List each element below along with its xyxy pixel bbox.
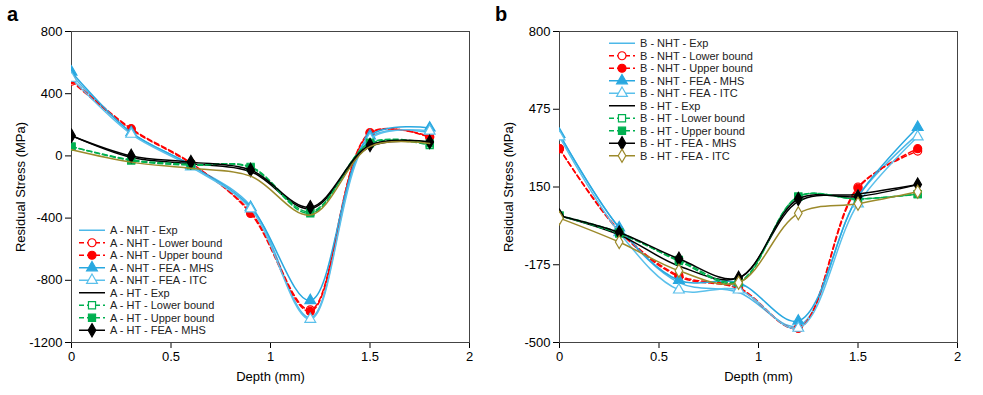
svg-text:-500: -500 [524,335,550,350]
svg-text:Residual Stress (MPa): Residual Stress (MPa) [13,122,28,252]
svg-text:2: 2 [466,349,473,364]
svg-text:1: 1 [267,349,274,364]
svg-text:B - HT - FEA - ITC: B - HT - FEA - ITC [640,150,730,162]
svg-text:A - HT - Lower bound: A - HT - Lower bound [110,299,214,311]
svg-text:800: 800 [529,24,551,39]
svg-text:400: 400 [41,86,63,101]
svg-text:A - HT - Exp: A - HT - Exp [110,286,170,298]
svg-text:2: 2 [954,349,961,364]
svg-text:B - NHT - Upper bound: B - NHT - Upper bound [640,62,753,74]
svg-text:B - NHT - Exp: B - NHT - Exp [640,37,708,49]
svg-text:Depth (mm): Depth (mm) [724,369,793,384]
svg-text:0: 0 [68,349,75,364]
svg-text:0.5: 0.5 [162,349,180,364]
svg-text:B - NHT - FEA - ITC: B - NHT - FEA - ITC [640,87,738,99]
svg-text:150: 150 [529,179,551,194]
svg-text:-800: -800 [36,272,62,287]
svg-text:800: 800 [41,24,63,39]
svg-text:Depth (mm): Depth (mm) [236,369,305,384]
svg-text:A - NHT - FEA - MHS: A - NHT - FEA - MHS [110,261,214,273]
svg-text:1: 1 [755,349,762,364]
svg-text:B - HT - Exp: B - HT - Exp [640,100,700,112]
svg-text:B - HT - FEA - MHS: B - HT - FEA - MHS [640,137,736,149]
svg-text:Residual Stress (MPa): Residual Stress (MPa) [501,122,516,252]
svg-text:A - NHT - Exp: A - NHT - Exp [110,224,178,236]
svg-text:0: 0 [55,148,62,163]
svg-text:A - NHT - Upper bound: A - NHT - Upper bound [110,249,222,261]
svg-text:0: 0 [556,349,563,364]
svg-text:B - NHT - Lower bound: B - NHT - Lower bound [640,50,753,62]
svg-text:1.5: 1.5 [849,349,867,364]
svg-text:A - HT - FEA - MHS: A - HT - FEA - MHS [110,324,206,336]
svg-text:0.5: 0.5 [650,349,668,364]
html-text:a: a [7,3,19,25]
svg-text:B - HT - Lower bound: B - HT - Lower bound [640,112,745,124]
svg-text:B - NHT - FEA - MHS: B - NHT - FEA - MHS [640,75,744,87]
svg-text:-400: -400 [36,210,62,225]
svg-text:475: 475 [529,101,551,116]
svg-text:-175: -175 [524,257,550,272]
svg-text:A - HT - Upper bound: A - HT - Upper bound [110,311,214,323]
svg-text:A - NHT - Lower bound: A - NHT - Lower bound [110,236,222,248]
svg-text:-1200: -1200 [29,335,62,350]
svg-text:B - HT - Upper bound: B - HT - Upper bound [640,125,745,137]
html-text:b: b [495,3,508,25]
svg-text:A - NHT - FEA - ITC: A - NHT - FEA - ITC [110,274,207,286]
svg-text:1.5: 1.5 [361,349,379,364]
